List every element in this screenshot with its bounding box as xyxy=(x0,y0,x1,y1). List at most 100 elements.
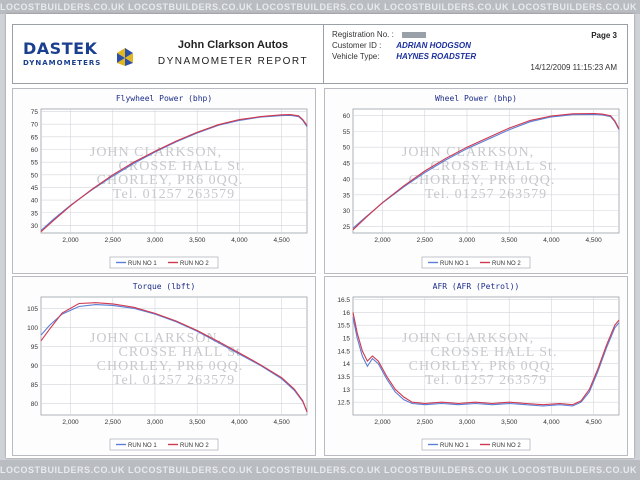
stamp-watermark-line: JOHN CLARKSON, xyxy=(402,145,534,160)
chart-title: Flywheel Power (bhp) xyxy=(116,94,212,103)
x-tick-label: 3,000 xyxy=(147,237,164,244)
legend-label-run-2: RUN NO 2 xyxy=(492,443,521,449)
chart-panel-flywheel-power: Flywheel Power (bhp) 30 35 40 45 50 55 60 65 70 75… xyxy=(12,88,316,274)
stamp-watermark-line: CHORLEY, PR6 0QQ. xyxy=(409,173,556,188)
stamp-watermark-line: CROSSE HALL St. xyxy=(119,159,246,174)
y-tick-label: 45 xyxy=(31,185,39,192)
y-tick-label: 50 xyxy=(31,172,39,179)
x-tick-label: 4,000 xyxy=(543,419,560,426)
y-tick-label: 100 xyxy=(27,325,38,332)
customer-label: Customer ID : xyxy=(332,41,382,50)
y-tick-label: 60 xyxy=(343,113,351,120)
legend-label-run-2: RUN NO 2 xyxy=(492,261,521,267)
chart-title: Torque (lbft) xyxy=(133,282,196,291)
y-tick-label: 15.5 xyxy=(337,323,350,330)
chart-panel-afr: AFR (AFR (Petrol)) 12.5 13 13.5 14 14.5 15 15.5… xyxy=(324,276,628,456)
registration-row: Registration No. : xyxy=(332,30,394,39)
plot-area xyxy=(352,108,620,234)
legend-label-run-2: RUN NO 2 xyxy=(180,261,209,267)
y-tick-label: 40 xyxy=(31,198,39,205)
chart-legend: RUN NO 1 RUN NO 2 xyxy=(109,438,219,451)
stamp-watermark-line: CHORLEY, PR6 0QQ. xyxy=(97,173,244,188)
legend-label-run-1: RUN NO 1 xyxy=(440,261,469,267)
x-tick-label: 2,000 xyxy=(374,237,391,244)
series-line-run-1 xyxy=(352,113,620,229)
registration-redacted xyxy=(402,32,426,38)
x-tick-label: 4,000 xyxy=(543,237,560,244)
y-tick-label: 55 xyxy=(343,129,351,136)
x-tick-label: 3,500 xyxy=(501,419,518,426)
y-tick-label: 30 xyxy=(343,208,351,215)
legend-label-run-2: RUN NO 2 xyxy=(180,443,209,449)
x-tick-label: 3,000 xyxy=(459,237,476,244)
stamp-watermark-line: CHORLEY, PR6 0QQ. xyxy=(97,359,244,374)
chart-title: Wheel Power (bhp) xyxy=(435,94,517,103)
vehicle-row: Vehicle Type: HAYNES ROADSTER xyxy=(332,52,476,61)
x-tick-label: 3,500 xyxy=(501,237,518,244)
y-tick-label: 35 xyxy=(343,192,351,199)
series-line-run-1 xyxy=(40,304,308,412)
x-tick-label: 4,500 xyxy=(274,419,291,426)
stamp-watermark-line: Tel. 01257 263579 xyxy=(425,373,547,388)
x-tick-label: 2,500 xyxy=(417,419,434,426)
x-tick-label: 2,000 xyxy=(62,237,79,244)
legend-box xyxy=(109,438,219,451)
y-tick-label: 80 xyxy=(31,401,39,408)
y-tick-label: 35 xyxy=(31,210,39,217)
customer-row: Customer ID : ADRIAN HODGSON xyxy=(332,41,471,50)
chart-panel-torque: Torque (lbft) 80 85 90 95 100 105 2,000 2,500 3,0… xyxy=(12,276,316,456)
x-tick-label: 4,500 xyxy=(274,237,291,244)
series-line-run-2 xyxy=(40,302,308,413)
y-tick-label: 13 xyxy=(343,387,351,394)
y-tick-label: 95 xyxy=(31,344,39,351)
series-line-run-2 xyxy=(40,114,308,233)
header-right-box: Registration No. : Customer ID : ADRIAN … xyxy=(324,24,628,84)
legend-box xyxy=(421,438,531,451)
series-line-run-1 xyxy=(352,317,620,407)
y-tick-label: 65 xyxy=(31,134,39,141)
x-tick-label: 3,000 xyxy=(459,419,476,426)
x-tick-label: 4,000 xyxy=(231,419,248,426)
y-tick-label: 25 xyxy=(343,224,351,231)
logo-sub-text: DYNAMOMETERS xyxy=(23,59,102,67)
stamp-watermark-line: Tel. 01257 263579 xyxy=(113,373,235,388)
y-tick-label: 50 xyxy=(343,145,351,152)
chart-legend: RUN NO 1 RUN NO 2 xyxy=(109,256,219,269)
x-tick-label: 4,000 xyxy=(231,237,248,244)
legend-label-run-1: RUN NO 1 xyxy=(128,261,157,267)
legend-label-run-1: RUN NO 1 xyxy=(128,443,157,449)
logo-main-text: DASTEK xyxy=(23,39,98,58)
stamp-watermark-line: JOHN CLARKSON, xyxy=(402,331,534,346)
stamp-watermark-line: CROSSE HALL St. xyxy=(431,159,558,174)
x-tick-label: 3,000 xyxy=(147,419,164,426)
y-tick-label: 15 xyxy=(343,336,351,343)
vehicle-label: Vehicle Type: xyxy=(332,52,380,61)
vehicle-value: HAYNES ROADSTER xyxy=(396,52,477,61)
x-tick-label: 3,500 xyxy=(189,419,206,426)
customer-value: ADRIAN HODGSON xyxy=(396,41,471,50)
chart-panel-wheel-power: Wheel Power (bhp) 25 30 35 40 45 50 55 60 2,000 2,… xyxy=(324,88,628,274)
header-left-box: DASTEK DYNAMOMETERS John Clarkson Autos … xyxy=(12,24,324,84)
chart-legend: RUN NO 1 RUN NO 2 xyxy=(421,256,531,269)
dastek-emblem-icon xyxy=(117,48,133,66)
watermark-strip-bottom: LOCOSTBUILDERS.CO.UK LOCOSTBUILDERS.CO.U… xyxy=(0,460,640,480)
y-tick-label: 105 xyxy=(27,306,38,313)
page-number: Page 3 xyxy=(591,31,617,40)
dastek-logo: DASTEK DYNAMOMETERS xyxy=(23,39,133,73)
x-tick-label: 3,500 xyxy=(189,237,206,244)
y-tick-label: 14.5 xyxy=(337,348,350,355)
report-timestamp: 14/12/2009 11:15:23 AM xyxy=(530,63,617,72)
stamp-watermark-line: Tel. 01257 263579 xyxy=(113,187,235,202)
x-tick-label: 2,000 xyxy=(62,419,79,426)
y-tick-label: 90 xyxy=(31,363,39,370)
x-tick-label: 2,500 xyxy=(417,237,434,244)
chart-title: AFR (AFR (Petrol)) xyxy=(433,282,520,291)
stamp-watermark-line: CROSSE HALL St. xyxy=(431,345,558,360)
y-tick-label: 40 xyxy=(343,176,351,183)
y-tick-label: 70 xyxy=(31,122,39,129)
y-tick-label: 75 xyxy=(31,109,39,116)
x-tick-label: 4,500 xyxy=(586,237,603,244)
y-tick-label: 60 xyxy=(31,147,39,154)
watermark-strip-top: LOCOSTBUILDERS.CO.UK LOCOSTBUILDERS.CO.U… xyxy=(0,0,640,14)
report-title: DYNAMOMETER REPORT xyxy=(157,56,309,67)
